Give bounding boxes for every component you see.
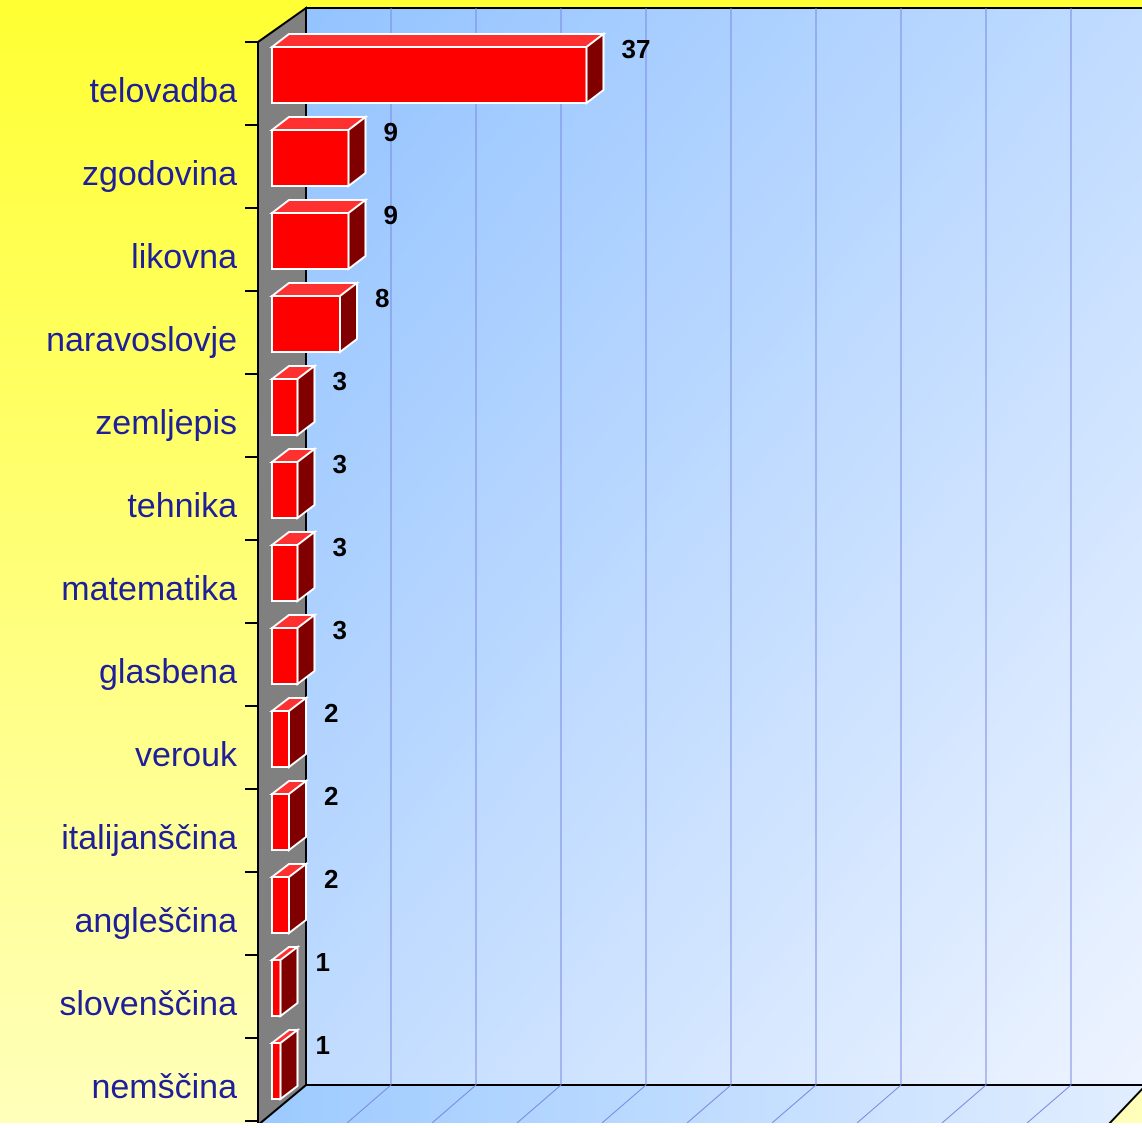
bar	[271, 627, 299, 685]
floor-grid-line	[516, 1084, 562, 1124]
floor-grid-line	[601, 1084, 647, 1124]
floor-grid-line	[771, 1084, 817, 1124]
category-label: nemščina	[91, 1068, 237, 1106]
category-label: verouk	[135, 736, 238, 774]
floor-grid-line	[346, 1084, 392, 1124]
bar-side	[296, 529, 316, 604]
bar-top	[269, 33, 607, 48]
value-label: 2	[324, 864, 338, 894]
bar-side	[288, 695, 307, 770]
bar	[271, 212, 350, 270]
category-label: slovenščina	[59, 985, 237, 1023]
value-label: 8	[375, 283, 389, 313]
bar-side	[296, 363, 316, 438]
value-label: 3	[333, 449, 347, 479]
category-label: zgodovina	[82, 155, 237, 193]
bar-side	[296, 612, 316, 687]
floor-grid-line	[1026, 1084, 1072, 1124]
floor-grid-line	[686, 1084, 732, 1124]
category-label: matematika	[61, 570, 237, 608]
bar-side	[296, 446, 316, 521]
bar-side	[585, 31, 605, 106]
value-label: 3	[333, 366, 347, 396]
bar-side	[279, 1027, 299, 1102]
category-label: italijanščina	[61, 819, 237, 857]
floor	[255, 1084, 1142, 1126]
value-label: 3	[333, 532, 347, 562]
category-label: naravoslovje	[46, 321, 237, 359]
bar	[271, 959, 282, 1017]
value-label: 1	[316, 947, 330, 977]
floor-grid-line	[941, 1084, 987, 1124]
category-label: tehnika	[127, 487, 237, 525]
bar	[271, 544, 299, 602]
bar	[271, 378, 299, 436]
value-label: 3	[333, 615, 347, 645]
category-label: telovadba	[90, 72, 238, 110]
bar	[271, 710, 290, 768]
value-label: 9	[384, 200, 398, 230]
floor-grid-line	[856, 1084, 902, 1124]
value-label: 1	[316, 1030, 330, 1060]
value-label: 37	[622, 34, 651, 64]
category-label: likovna	[131, 238, 237, 276]
bar	[271, 46, 588, 104]
category-label: zemljepis	[95, 404, 237, 442]
value-label: 2	[324, 698, 338, 728]
category-label: glasbena	[99, 653, 237, 691]
bar-side	[339, 280, 358, 355]
bar-side	[279, 944, 299, 1019]
bar	[271, 461, 299, 519]
floor-grid-line	[431, 1084, 477, 1124]
value-label: 2	[324, 781, 338, 811]
bar	[271, 793, 290, 851]
bar	[271, 876, 290, 934]
bar-side	[347, 114, 367, 189]
bar	[271, 129, 350, 187]
bar	[271, 295, 341, 353]
bar	[271, 1042, 282, 1100]
bar-side	[288, 861, 307, 936]
category-label: angleščina	[74, 902, 237, 940]
bar-side	[347, 197, 367, 272]
back-wall	[305, 7, 1142, 1086]
value-label: 9	[384, 117, 398, 147]
bar-side	[288, 778, 307, 853]
